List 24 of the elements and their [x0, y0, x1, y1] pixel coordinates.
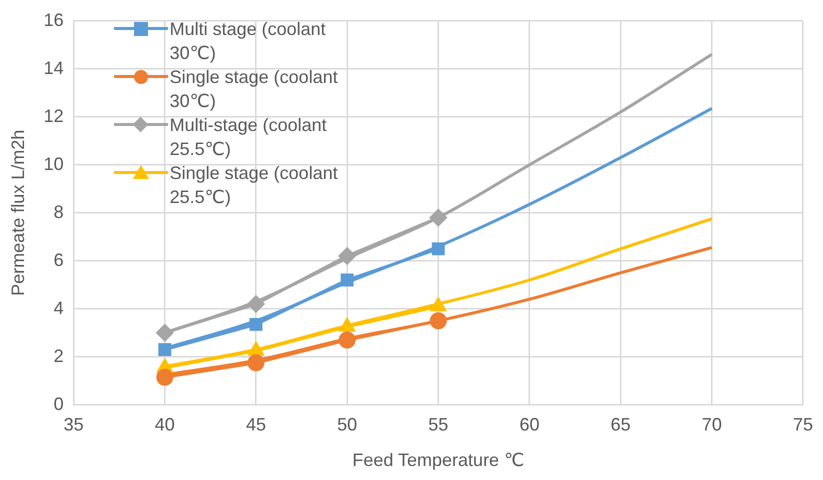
y-tick-label: 0	[54, 394, 64, 414]
legend-label: Single stage (coolant 30℃)	[170, 66, 339, 113]
x-tick-label: 35	[64, 414, 84, 435]
x-tick-label: 40	[154, 414, 175, 435]
legend-label: Multi stage (coolant 30℃)	[170, 18, 327, 65]
x-tick-label: 55	[428, 414, 448, 435]
x-tick-label: 65	[610, 414, 631, 435]
x-tick-label: 50	[337, 414, 358, 435]
y-tick-label: 12	[44, 106, 64, 126]
y-axis-title: Permeate flux L/m2h	[8, 130, 28, 296]
y-tick-label: 4	[54, 298, 64, 318]
y-tick-label: 14	[44, 58, 64, 78]
y-tick-label: 16	[44, 10, 64, 30]
x-axis-title: Feed Temperature ℃	[352, 450, 524, 470]
x-tick-label: 70	[702, 414, 722, 435]
y-tick-label: 10	[44, 154, 64, 174]
x-tick-label: 45	[246, 414, 266, 435]
y-tick-label: 6	[54, 250, 64, 270]
legend-label: Single stage (coolant 25.5℃)	[170, 162, 339, 209]
y-tick-label: 2	[54, 346, 64, 366]
x-tick-label: 75	[792, 414, 814, 435]
x-tick-label: 60	[519, 414, 540, 435]
legend-label: Multi-stage (coolant 25.5℃)	[170, 114, 328, 161]
y-tick-label: 8	[54, 202, 64, 222]
